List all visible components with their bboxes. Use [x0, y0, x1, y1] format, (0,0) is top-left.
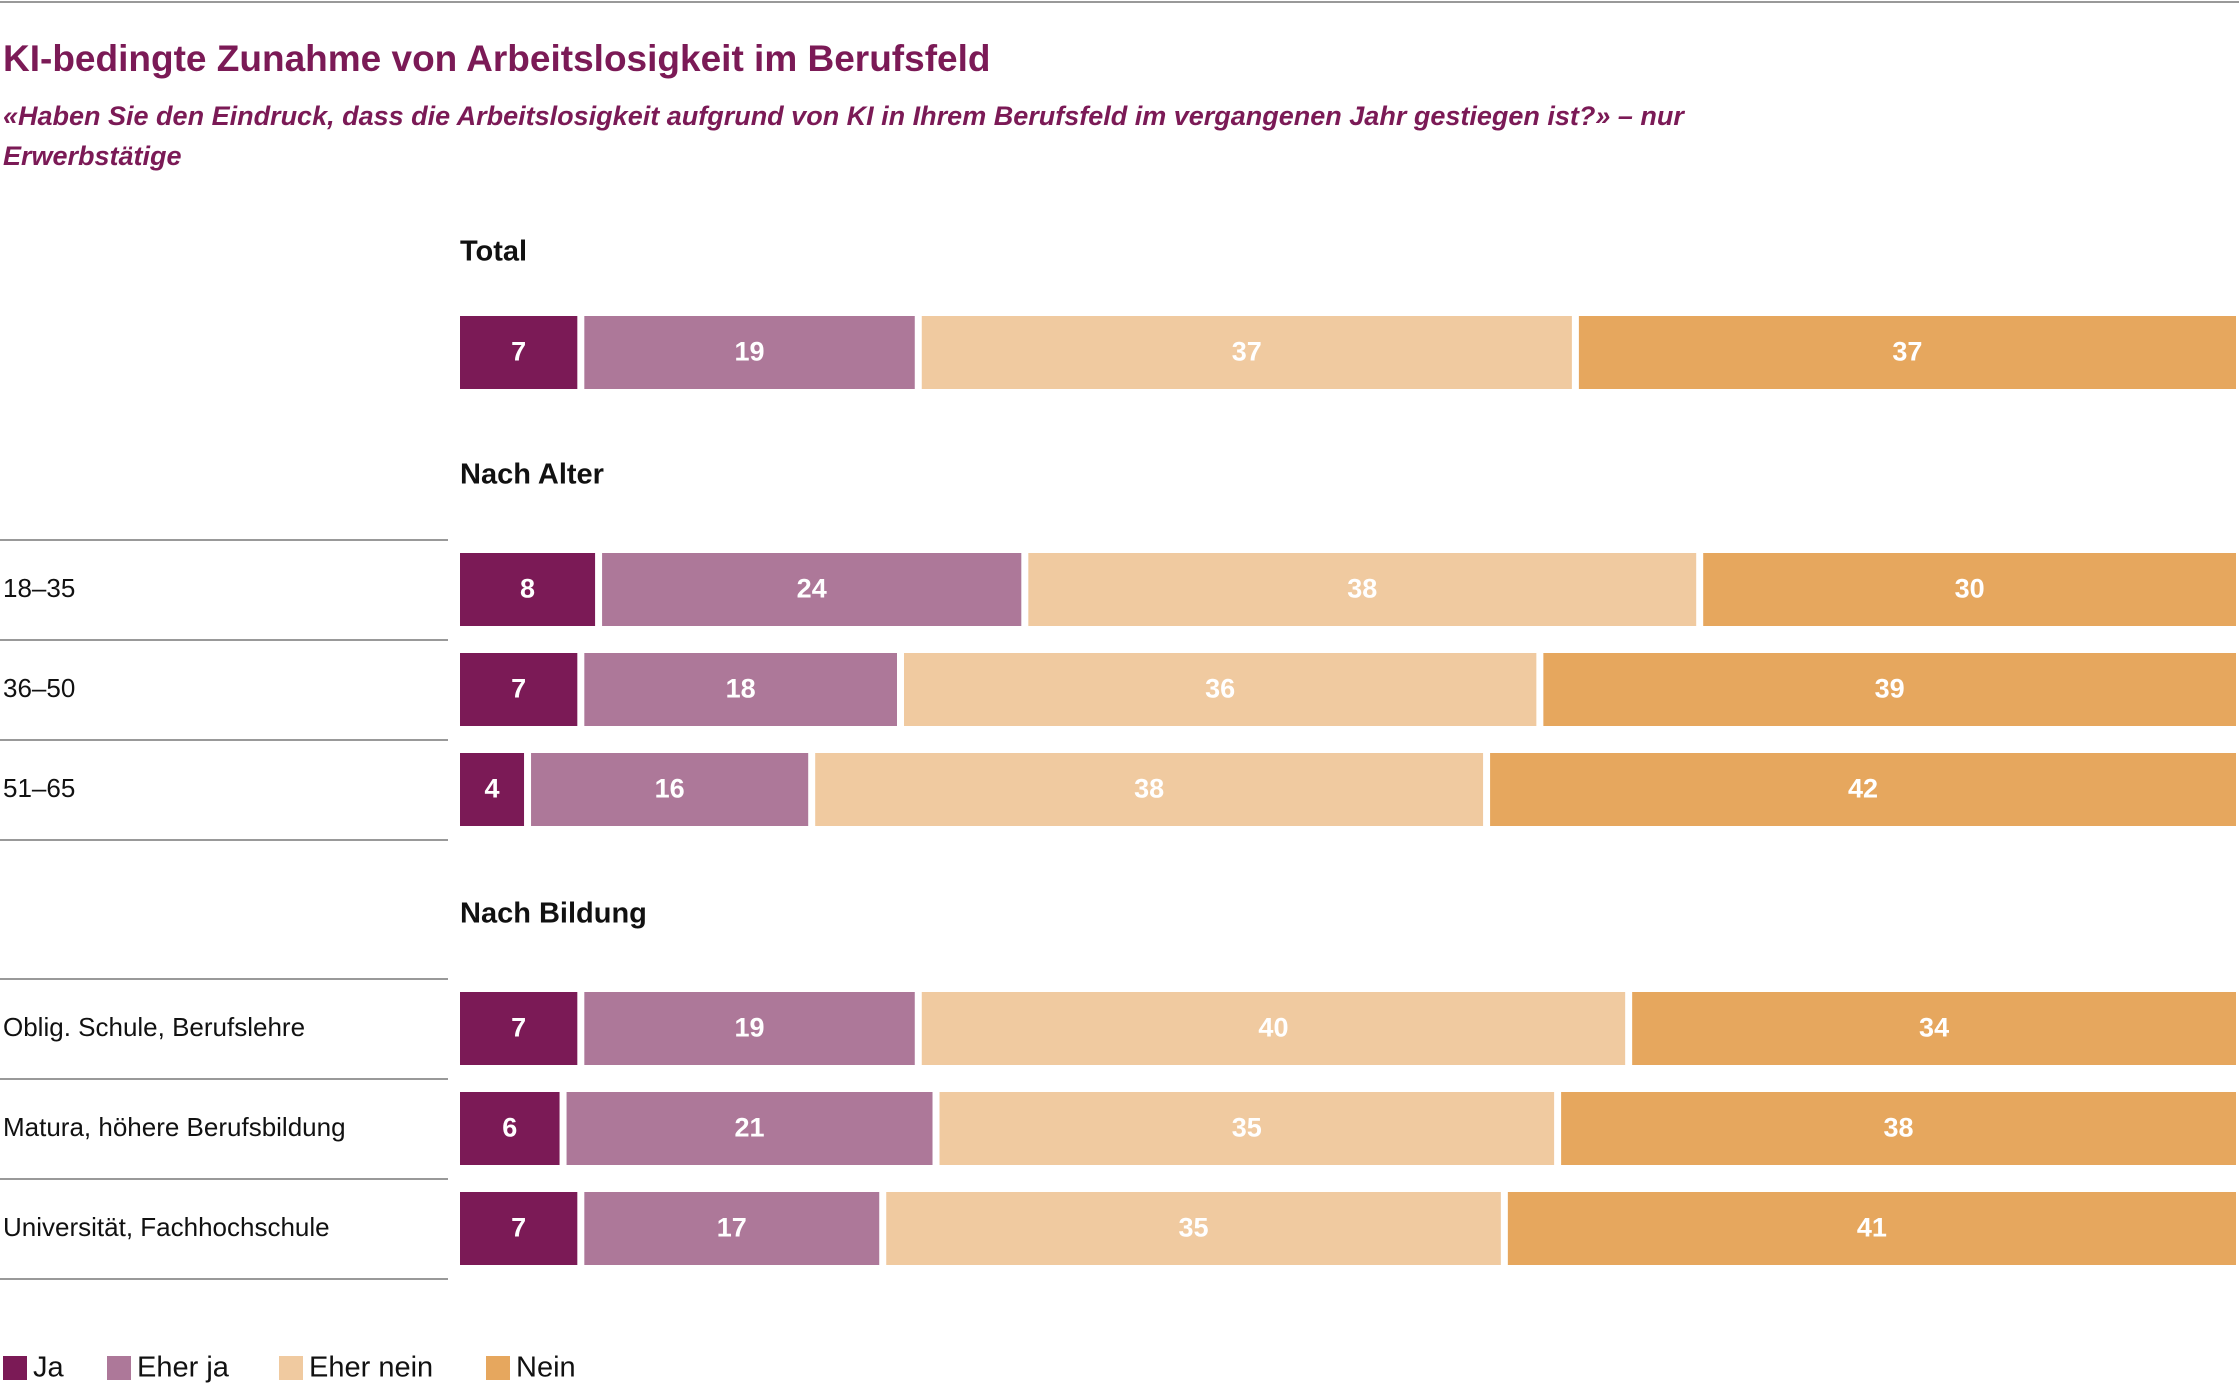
bar-segment	[460, 1192, 578, 1265]
bar-segment	[1578, 316, 2236, 389]
legend-label: Ja	[33, 1352, 65, 1383]
value-label: 6	[502, 1113, 517, 1143]
value-label: 4	[485, 774, 500, 804]
chart-title: KI-bedingte Zunahme von Arbeitslosigkeit…	[3, 38, 991, 79]
value-label: 38	[1347, 574, 1377, 604]
group-title: Total	[460, 236, 527, 268]
value-label: 41	[1857, 1213, 1887, 1243]
bar-segment	[602, 553, 1022, 626]
value-label: 7	[511, 337, 526, 367]
bar-segment	[1703, 553, 2236, 626]
bar-segment	[584, 653, 897, 726]
value-label: 38	[1134, 774, 1164, 804]
group-title: Nach Bildung	[460, 898, 647, 930]
value-label: 19	[735, 1013, 765, 1043]
value-label: 19	[735, 337, 765, 367]
value-label: 40	[1258, 1013, 1288, 1043]
row-label: Matura, höhere Berufsbildung	[3, 1112, 346, 1142]
value-label: 34	[1919, 1013, 1949, 1043]
value-label: 7	[511, 1213, 526, 1243]
bar-segment	[1543, 653, 2236, 726]
value-label: 35	[1179, 1213, 1209, 1243]
legend-label: Eher ja	[137, 1352, 230, 1383]
bar-segment	[460, 992, 578, 1065]
chart-subtitle: «Haben Sie den Eindruck, dass die Arbeit…	[3, 101, 1684, 171]
row-label: Universität, Fachhochschule	[3, 1212, 330, 1242]
bar-segment	[1561, 1092, 2236, 1165]
bar-segment	[921, 992, 1626, 1065]
bar-segment	[584, 316, 915, 389]
bar-segment	[460, 1092, 560, 1165]
bar-segment	[939, 1092, 1555, 1165]
value-label: 7	[511, 674, 526, 704]
value-label: 18	[726, 674, 756, 704]
row-label: Oblig. Schule, Berufslehre	[3, 1012, 305, 1042]
row-label: 36–50	[3, 673, 75, 703]
value-label: 30	[1955, 574, 1985, 604]
bar-segment	[921, 316, 1572, 389]
value-label: 7	[511, 1013, 526, 1043]
bar-segment	[904, 653, 1537, 726]
value-label: 8	[520, 574, 535, 604]
bar-segment	[584, 992, 915, 1065]
bar-segment	[1507, 1192, 2236, 1265]
legend-swatch	[279, 1356, 303, 1380]
group-title: Nach Alter	[460, 459, 604, 491]
bar-segment	[584, 1192, 880, 1265]
bar-segment	[815, 753, 1484, 826]
value-label: 35	[1232, 1113, 1262, 1143]
row-label: 51–65	[3, 773, 75, 803]
value-label: 39	[1875, 674, 1905, 704]
legend-swatch	[486, 1356, 510, 1380]
legend-swatch	[107, 1356, 131, 1380]
value-label: 37	[1892, 337, 1922, 367]
legend-swatch	[3, 1356, 27, 1380]
bar-segment	[1632, 992, 2236, 1065]
bar-segment	[460, 316, 578, 389]
bar-segment	[460, 553, 596, 626]
value-label: 17	[717, 1213, 747, 1243]
row-label: 18–35	[3, 573, 75, 603]
bar-segment	[531, 753, 809, 826]
bar-segment	[460, 653, 578, 726]
legend-label: Eher nein	[309, 1352, 433, 1383]
value-label: 38	[1884, 1113, 1914, 1143]
bar-segment	[1028, 553, 1697, 626]
value-label: 21	[735, 1113, 765, 1143]
bar-segment	[460, 753, 525, 826]
value-label: 24	[797, 574, 827, 604]
value-label: 42	[1848, 774, 1878, 804]
value-label: 36	[1205, 674, 1235, 704]
bar-segment	[886, 1192, 1501, 1265]
value-label: 37	[1232, 337, 1262, 367]
bar-segment	[566, 1092, 933, 1165]
legend-label: Nein	[516, 1352, 576, 1383]
bar-segment	[1490, 753, 2236, 826]
value-label: 16	[655, 774, 685, 804]
